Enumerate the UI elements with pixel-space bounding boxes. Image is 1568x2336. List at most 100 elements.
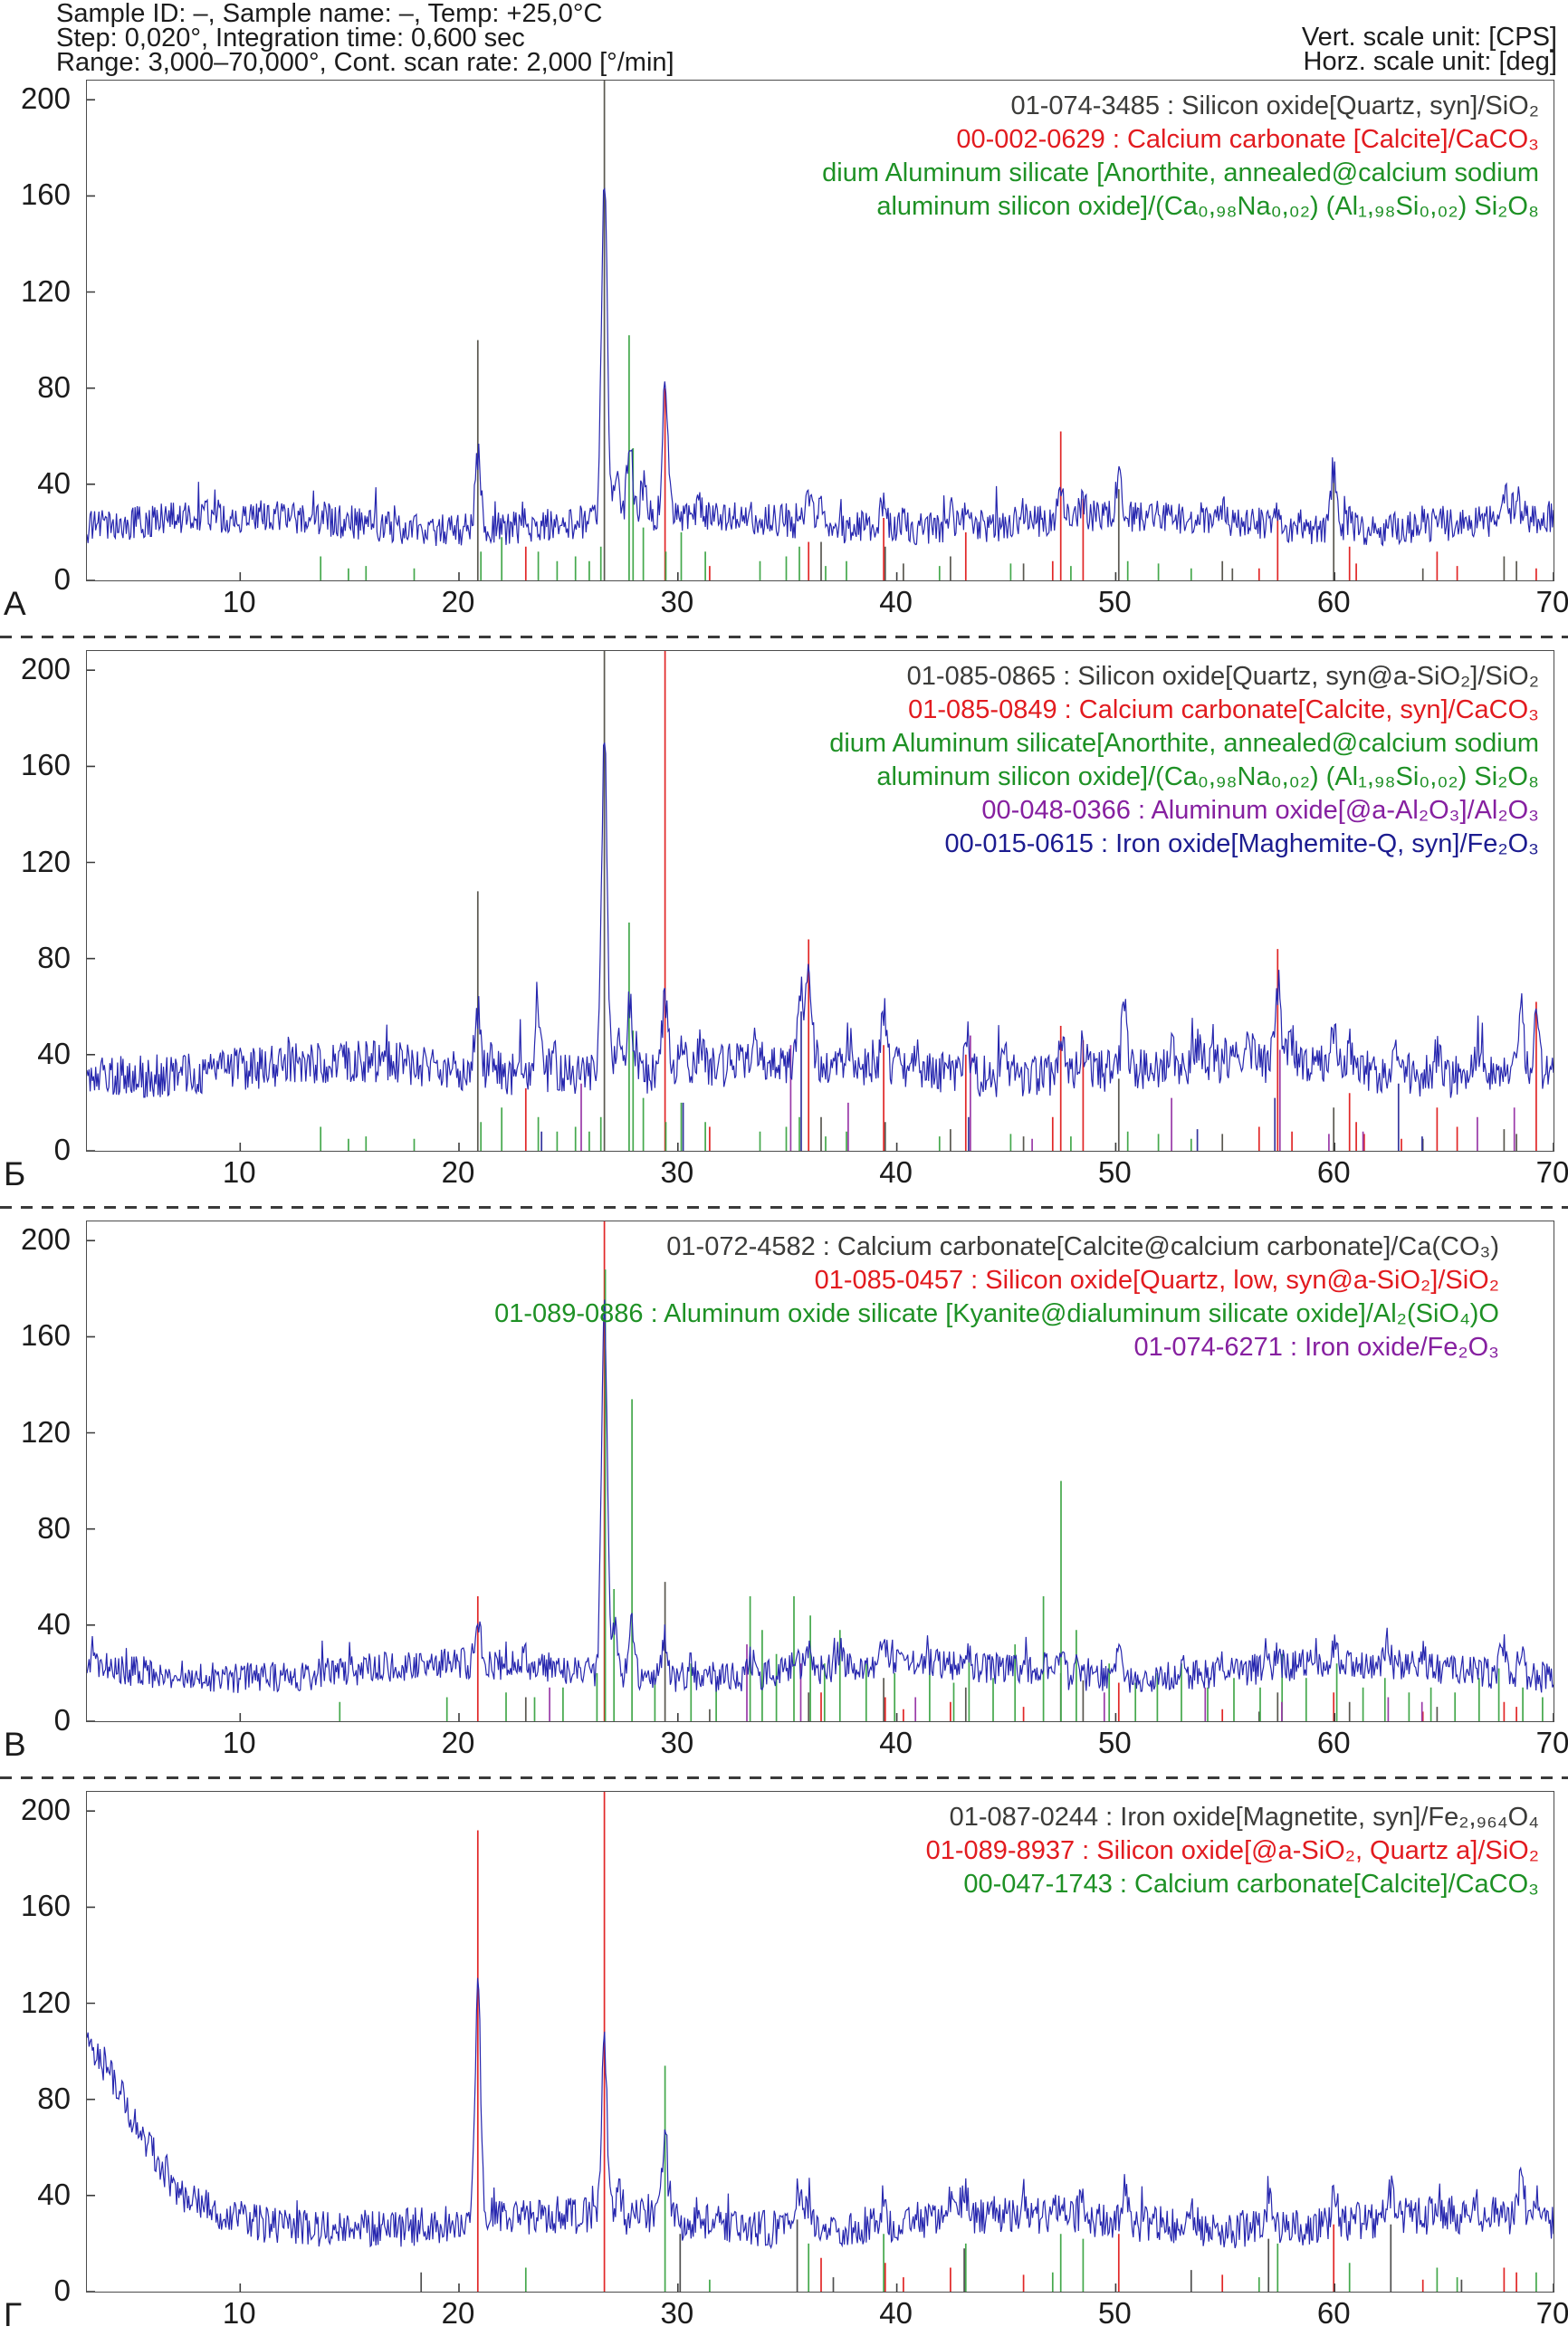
- x-tick-label: 10: [222, 2296, 256, 2330]
- y-tick-label: 0: [53, 1133, 71, 1166]
- xrd-plot-svg: [87, 81, 1554, 580]
- phase-legend-entry: 01-072-4582 : Calcium carbonate[Calcite@…: [666, 1232, 1499, 1261]
- y-tick-label: 160: [20, 1318, 71, 1353]
- x-tick-label: 20: [441, 1726, 475, 1759]
- stick-series-calcite: [524, 388, 1537, 580]
- x-tick-label: 70: [1535, 585, 1568, 618]
- axis-ticks: [87, 669, 1554, 1151]
- phase-legend-entry: 00-047-1743 : Calcium carbonate[Calcite]…: [963, 1870, 1539, 1899]
- x-tick-label: 70: [1535, 1155, 1568, 1189]
- y-tick-label: 80: [37, 369, 71, 404]
- x-tick-label: 60: [1316, 585, 1351, 618]
- xrd-plot-svg: [87, 1221, 1554, 1721]
- y-axis-labels: 0 40 80 120 160 200: [0, 650, 76, 1166]
- stick-series-anorthite: [320, 922, 1192, 1151]
- y-tick-label: 160: [20, 1889, 71, 1923]
- x-tick-label: 40: [879, 2296, 913, 2330]
- y-tick-label: 120: [20, 273, 71, 308]
- x-tick-label: 30: [660, 1155, 694, 1189]
- plot-area: 01-074-3485 : Silicon oxide[Quartz, syn]…: [86, 80, 1554, 581]
- phase-legend-entry: aluminum silicon oxide]/(Ca₀,₉₈Na₀,₀₂) (…: [876, 192, 1539, 221]
- phase-legend: 01-074-3485 : Silicon oxide[Quartz, syn]…: [822, 90, 1539, 224]
- x-tick-label: 20: [441, 2296, 475, 2330]
- phase-legend-entry: 01-089-8937 : Silicon oxide[@a-SiO₂, Qua…: [925, 1836, 1539, 1865]
- phase-legend-entry: 01-087-0244 : Iron oxide[Magnetite, syn]…: [949, 1803, 1539, 1832]
- y-axis-labels: 0 40 80 120 160 200: [0, 80, 76, 596]
- stick-series-maghemite: [540, 1011, 1423, 1151]
- x-tick-label: 50: [1098, 1726, 1132, 1759]
- y-tick-label: 120: [20, 1985, 71, 2019]
- y-tick-label: 200: [20, 652, 71, 686]
- x-tick-label: 20: [441, 585, 475, 618]
- x-axis-labels: 10 20 30 40 50 60 70: [86, 1724, 1568, 1766]
- stick-series-corundum: [580, 1035, 1515, 1151]
- y-tick-label: 40: [37, 2177, 71, 2211]
- diffraction-trace: [87, 1299, 1554, 1693]
- diffraction-trace: [87, 187, 1554, 547]
- phase-legend: 01-085-0865 : Silicon oxide[Quartz, syn@…: [829, 660, 1539, 861]
- x-tick-label: 40: [879, 1726, 913, 1759]
- panel-separator: [0, 1195, 1568, 1221]
- x-tick-label: 20: [441, 1155, 475, 1189]
- phase-legend: 01-087-0244 : Iron oxide[Magnetite, syn]…: [926, 1801, 1539, 1901]
- stick-series-magnetite: [420, 2219, 1463, 2292]
- x-tick-label: 70: [1535, 1726, 1568, 1759]
- y-tick-label: 40: [37, 1036, 71, 1070]
- y-tick-label: 40: [37, 465, 71, 500]
- x-tick-label: 50: [1098, 2296, 1132, 2330]
- measurement-header: Sample ID: –, Sample name: –, Temp: +25,…: [0, 0, 1568, 80]
- x-tick-label: 70: [1535, 2296, 1568, 2330]
- panel-letter: В: [4, 1726, 26, 1763]
- xrd-plot-svg: [87, 1792, 1554, 2292]
- y-tick-label: 200: [20, 1793, 71, 1827]
- plot-area: 01-072-4582 : Calcium carbonate[Calcite@…: [86, 1221, 1554, 1722]
- x-tick-label: 30: [660, 2296, 694, 2330]
- axis-ticks: [87, 1810, 1554, 2292]
- panel-letter: Г: [4, 2296, 23, 2333]
- plot-area: 01-085-0865 : Silicon oxide[Quartz, syn@…: [86, 650, 1554, 1152]
- y-tick-label: 80: [37, 1510, 71, 1545]
- phase-legend-entry: 01-085-0865 : Silicon oxide[Quartz, syn@…: [906, 662, 1539, 691]
- phase-legend-entry: 00-015-0615 : Iron oxide[Maghemite-Q, sy…: [944, 829, 1539, 858]
- x-tick-label: 50: [1098, 585, 1132, 618]
- y-tick-label: 80: [37, 2081, 71, 2115]
- axis-ticks: [87, 1240, 1554, 1721]
- plot-area: 01-087-0244 : Iron oxide[Magnetite, syn]…: [86, 1791, 1554, 2293]
- horz-scale-unit: Horz. scale unit: [deg]: [1303, 47, 1557, 76]
- scale-units: Vert. scale unit: [CPS] Horz. scale unit…: [1301, 23, 1557, 76]
- panel-letter: Б: [4, 1155, 26, 1192]
- xrd-plot-svg: [87, 651, 1554, 1151]
- vert-scale-unit: Vert. scale unit: [CPS]: [1301, 23, 1557, 52]
- y-tick-label: 160: [20, 748, 71, 782]
- phase-legend-entry: 01-089-0886 : Aluminum oxide silicate [K…: [494, 1299, 1499, 1328]
- phase-legend-entry: dium Aluminum silicate [Anorthite, annea…: [822, 158, 1539, 187]
- x-axis-labels: 10 20 30 40 50 60 70: [86, 1154, 1568, 1195]
- panel-separator: [0, 625, 1568, 650]
- y-tick-label: 0: [53, 1703, 71, 1737]
- x-axis-labels: 10 20 30 40 50 60 70: [86, 2294, 1568, 2336]
- step-info-line: Step: 0,020°, Integration time: 0,600 se…: [56, 24, 525, 53]
- x-tick-label: 30: [660, 1726, 694, 1759]
- x-tick-label: 30: [660, 585, 694, 618]
- range-info-line: Range: 3,000–70,000°, Cont. scan rate: 2…: [56, 48, 674, 77]
- phase-legend: 01-072-4582 : Calcium carbonate[Calcite@…: [494, 1230, 1499, 1364]
- phase-legend-entry: 01-074-6271 : Iron oxide/Fe₂O₃: [1133, 1333, 1499, 1362]
- x-tick-label: 60: [1316, 1155, 1351, 1189]
- phase-legend-entry: 01-074-3485 : Silicon oxide[Quartz, syn]…: [1010, 91, 1540, 120]
- diffraction-trace: [87, 1977, 1554, 2250]
- sample-info-line: Sample ID: –, Sample name: –, Temp: +25,…: [56, 0, 603, 28]
- x-tick-label: 60: [1316, 1726, 1351, 1759]
- stick-series-calcite: [524, 2065, 1537, 2292]
- phase-legend-entry: aluminum silicon oxide]/(Ca₀,₉₈Na₀,₀₂) (…: [876, 762, 1539, 791]
- phase-legend-entry: 01-085-0849 : Calcium carbonate[Calcite,…: [908, 695, 1539, 724]
- y-tick-label: 200: [20, 81, 71, 116]
- xrd-panel-a: 0 40 80 120 160 200 01-074-3485 : Silicon oxi…: [0, 80, 1568, 625]
- x-tick-label: 40: [879, 585, 913, 618]
- x-axis-labels: 10 20 30 40 50 60 70: [86, 583, 1568, 625]
- xrd-panel-v: 0 40 80 120 160 200 01-072-4582 : Calcium car…: [0, 1221, 1568, 1766]
- diffraction-trace: [87, 742, 1554, 1098]
- x-tick-label: 40: [879, 1155, 913, 1189]
- y-tick-label: 0: [53, 562, 71, 596]
- measurement-params: Sample ID: –, Sample name: –, Temp: +25,…: [56, 0, 674, 77]
- x-tick-label: 10: [222, 1155, 256, 1189]
